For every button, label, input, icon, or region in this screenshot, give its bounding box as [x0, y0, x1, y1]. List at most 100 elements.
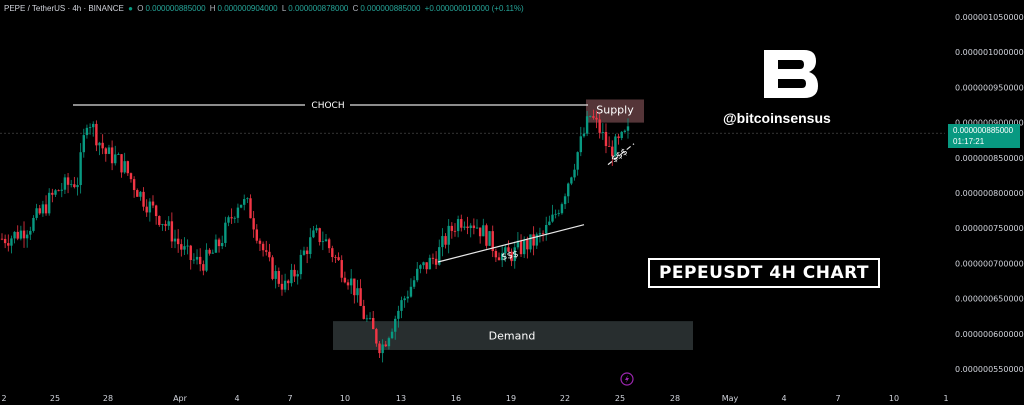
- candle: [192, 253, 196, 264]
- candle: [331, 245, 334, 263]
- candle: [227, 215, 230, 227]
- candle: [309, 228, 312, 259]
- candle: [617, 133, 620, 145]
- lightning-icon[interactable]: [620, 372, 634, 386]
- candle: [183, 237, 186, 256]
- candle: [19, 225, 23, 241]
- candle: [516, 232, 520, 250]
- candle: [54, 188, 57, 197]
- y-tick-label: 0.0000006500000: [955, 295, 1024, 304]
- candle: [148, 198, 152, 222]
- high-value: 0.000000904000: [217, 4, 278, 13]
- y-tick-label: 0.0000009000000: [955, 119, 1024, 128]
- candle: [334, 254, 337, 263]
- candle: [82, 128, 85, 158]
- candle: [500, 246, 504, 268]
- close-label: C: [352, 4, 359, 13]
- x-tick-label: 25: [615, 394, 625, 403]
- candle: [321, 231, 325, 251]
- candle: [35, 203, 38, 221]
- candle: [434, 251, 438, 270]
- y-tick-label: 0.0000007500000: [955, 224, 1024, 233]
- candle: [365, 314, 369, 322]
- candle: [246, 197, 249, 204]
- y-axis[interactable]: 0.0000010500000 0.0000010000000 0.00000095…: [955, 13, 1024, 374]
- candle: [176, 229, 180, 253]
- candle: [425, 262, 428, 274]
- y-tick-label: 0.0000008000000: [955, 189, 1024, 198]
- y-tick-label: 0.0000010500000: [955, 13, 1024, 22]
- candle: [88, 123, 92, 135]
- x-tick-label: Apr: [173, 394, 188, 403]
- x-tick-label: 4: [234, 394, 239, 403]
- candle: [283, 273, 287, 293]
- candle: [472, 218, 476, 235]
- y-tick-label: 0.0000008500000: [955, 154, 1024, 163]
- candle: [79, 143, 82, 194]
- candle: [497, 252, 501, 261]
- candle: [139, 191, 142, 201]
- candle: [529, 234, 532, 253]
- candle: [441, 228, 444, 257]
- candle: [104, 147, 108, 162]
- candle: [431, 253, 435, 265]
- candle: [466, 216, 469, 235]
- candle: [607, 136, 611, 147]
- candle: [136, 188, 139, 197]
- x-tick-label: 22: [560, 394, 570, 403]
- x-tick-label: 28: [103, 394, 113, 403]
- symbol-text[interactable]: PEPE / TetherUS · 4h · BINANCE: [4, 4, 124, 13]
- candle: [211, 249, 214, 254]
- candle: [535, 232, 538, 249]
- candle: [296, 270, 299, 285]
- x-tick-label: 4: [781, 394, 786, 403]
- bitcoinsensus-b-logo-icon: [764, 50, 818, 98]
- candle: [573, 163, 576, 181]
- low-value: 0.000000878000: [288, 4, 349, 13]
- candle: [66, 173, 70, 194]
- candle: [230, 208, 233, 224]
- candle: [504, 244, 507, 262]
- x-tick-label: 7: [287, 394, 292, 403]
- demand-label: Demand: [489, 330, 536, 343]
- candle: [73, 176, 76, 189]
- candle: [205, 243, 208, 273]
- low-label: L: [281, 4, 287, 13]
- candle: [576, 151, 579, 176]
- candle: [38, 205, 41, 215]
- candle: [428, 254, 432, 270]
- candle: [400, 296, 403, 319]
- candle: [450, 222, 454, 239]
- candle: [538, 227, 542, 243]
- candle: [507, 240, 510, 252]
- candle: [287, 279, 290, 291]
- candle: [513, 241, 516, 269]
- x-tick-label: 7: [835, 394, 840, 403]
- candle: [158, 215, 161, 227]
- countdown-timer: 01:17:21: [953, 137, 985, 146]
- candle: [475, 219, 479, 229]
- candle: [57, 189, 60, 192]
- candle: [585, 111, 589, 137]
- y-tick-label: 0.0000006000000: [955, 330, 1024, 339]
- y-tick-label: 0.0000010000000: [955, 48, 1024, 57]
- candle: [117, 152, 120, 155]
- candle: [239, 204, 243, 209]
- candle: [47, 188, 51, 216]
- x-tick-label: 10: [340, 394, 350, 403]
- candle: [324, 234, 328, 242]
- x-axis[interactable]: 2 25 28 Apr 4 7 10 13 16 19 22 25 28 May 4 7 10 1: [1, 394, 948, 403]
- candle: [491, 225, 494, 258]
- x-tick-label: 1: [943, 394, 948, 403]
- candle: [375, 327, 378, 347]
- candle: [180, 239, 183, 257]
- candle: [456, 215, 460, 238]
- candle: [485, 223, 488, 249]
- y-tick-label: 0.0000009500000: [955, 83, 1024, 92]
- candle: [312, 226, 315, 239]
- candle: [164, 220, 167, 232]
- close-value: 0.000000885000: [360, 4, 421, 13]
- candle: [340, 255, 343, 283]
- candle: [567, 182, 570, 204]
